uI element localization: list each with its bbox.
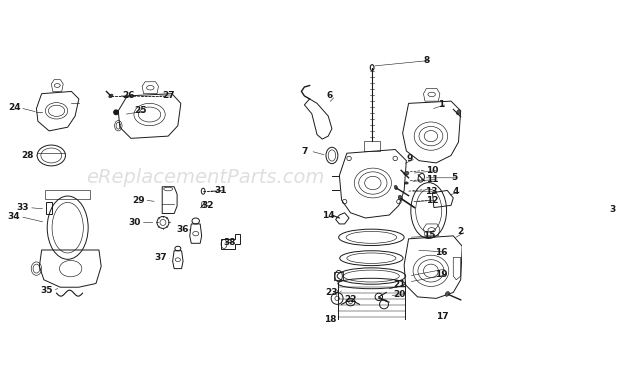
Text: 8: 8	[423, 56, 430, 65]
Text: 14: 14	[322, 210, 335, 220]
Text: 38: 38	[224, 238, 236, 247]
Bar	[364, 141, 380, 151]
Text: 16: 16	[435, 248, 448, 257]
Text: 19: 19	[435, 270, 448, 279]
Text: 9: 9	[407, 154, 414, 163]
Text: 2: 2	[457, 227, 463, 236]
Text: 21: 21	[394, 280, 406, 290]
Text: 34: 34	[8, 212, 20, 221]
Text: 3: 3	[609, 204, 616, 214]
Ellipse shape	[394, 185, 397, 190]
Text: 29: 29	[132, 196, 144, 205]
Text: 27: 27	[162, 92, 174, 100]
Text: 20: 20	[394, 290, 406, 299]
Text: 6: 6	[327, 92, 333, 100]
Text: 13: 13	[425, 187, 437, 196]
Text: 1: 1	[438, 100, 445, 108]
Text: 30: 30	[128, 218, 141, 227]
Text: 36: 36	[177, 225, 189, 234]
Ellipse shape	[445, 292, 450, 296]
Text: 10: 10	[426, 166, 438, 175]
Ellipse shape	[398, 196, 402, 200]
Text: 23: 23	[326, 288, 338, 297]
Ellipse shape	[404, 172, 409, 175]
Text: 11: 11	[426, 175, 439, 184]
Text: 18: 18	[324, 315, 337, 324]
Ellipse shape	[456, 110, 461, 115]
Bar	[45, 190, 90, 199]
Text: 17: 17	[436, 312, 449, 321]
Text: 25: 25	[135, 106, 147, 115]
Ellipse shape	[404, 182, 408, 184]
Text: 24: 24	[8, 103, 20, 112]
Circle shape	[114, 110, 118, 114]
Text: 15: 15	[423, 231, 436, 240]
Ellipse shape	[109, 94, 113, 98]
Text: 31: 31	[215, 186, 228, 195]
Text: 7: 7	[301, 146, 308, 155]
Text: 5: 5	[451, 173, 458, 182]
Text: 28: 28	[21, 151, 33, 160]
Text: 37: 37	[154, 253, 167, 262]
Text: 35: 35	[40, 286, 53, 296]
Text: 32: 32	[202, 201, 214, 210]
Text: 22: 22	[344, 295, 356, 304]
Text: 4: 4	[453, 187, 459, 196]
Text: 33: 33	[17, 203, 29, 212]
Text: eReplacementParts.com: eReplacementParts.com	[86, 168, 325, 187]
Text: 26: 26	[123, 92, 135, 100]
Text: 12: 12	[426, 196, 439, 205]
